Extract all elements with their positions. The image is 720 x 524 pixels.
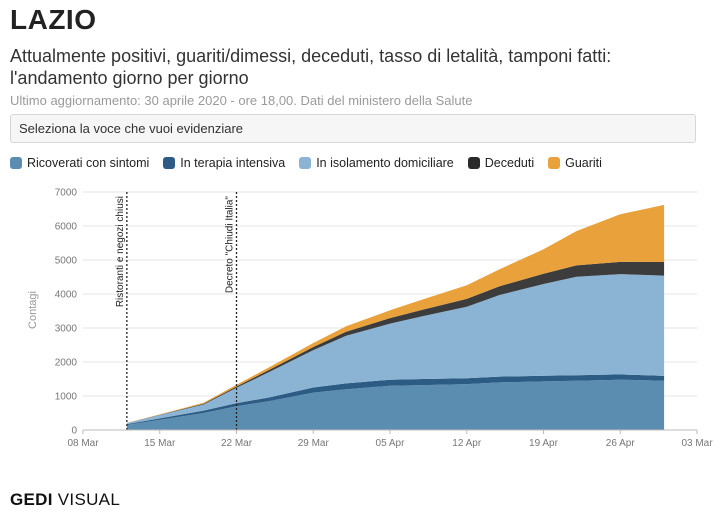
area-isolamento[interactable] (126, 274, 665, 425)
legend-item-terapia-intensiva[interactable]: In terapia intensiva (163, 156, 285, 170)
area-terapia[interactable] (126, 374, 665, 425)
x-tick-label: 29 Mar (298, 438, 330, 449)
area-ricoverati[interactable] (126, 379, 665, 430)
legend-label-guariti: Guariti (565, 156, 602, 170)
y-tick-label: 1000 (55, 392, 78, 403)
x-tick-label: 03 Mar (681, 438, 713, 449)
x-tick-label: 08 Mar (67, 438, 99, 449)
gedi-visual-logo: GEDI VISUAL (10, 490, 120, 510)
y-tick-label: 5000 (55, 256, 78, 267)
x-tick-label: 22 Mar (221, 438, 253, 449)
x-tick-label: 12 Apr (452, 438, 482, 449)
annotation-label-1: Decreto "Chiudi Italia" (225, 196, 236, 294)
legend-label-terapia-intensiva: In terapia intensiva (180, 156, 286, 170)
y-tick-label: 7000 (55, 188, 78, 199)
brand-visual: VISUAL (57, 490, 121, 509)
legend-item-guariti[interactable]: Guariti (548, 156, 602, 170)
legend-item-deceduti[interactable]: Deceduti (467, 156, 535, 170)
legend-label-ricoverati: Ricoverati con sintomi (27, 156, 150, 170)
y-tick-label: 4000 (55, 290, 78, 301)
area-series-group (126, 204, 665, 430)
x-tick-label: 19 Apr (529, 438, 559, 449)
legend-swatch-guariti (548, 157, 561, 169)
annotations-group: Ristoranti e negozi chiusi Decreto "Chiud… (115, 192, 238, 430)
y-axis-label: Contagi (27, 291, 39, 329)
x-tick-label: 15 Mar (144, 438, 176, 449)
chart-subtitle: Attualmente positivi, guariti/dimessi, d… (10, 46, 612, 88)
area-guariti[interactable] (126, 204, 665, 423)
legend-swatch-ricoverati (10, 157, 22, 169)
x-tick-label: 26 Apr (606, 438, 636, 449)
brand-gedi: GEDI (10, 490, 53, 509)
y-tick-label: 6000 (55, 222, 78, 233)
legend-item-ricoverati[interactable]: Ricoverati con sintomi (10, 156, 149, 170)
legend-item-isolamento[interactable]: In isolamento domiciliare (299, 156, 454, 170)
stacked-area-chart: Ristoranti e negozi chiusi Decreto "Chiud… (27, 188, 713, 450)
page-title: LAZIO (10, 4, 97, 35)
legend-label-isolamento: In isolamento domiciliare (316, 156, 454, 170)
legend-swatch-terapia-intensiva (163, 157, 176, 169)
chart-legend: Ricoverati con sintomi In terapia intens… (10, 156, 602, 170)
annotation-label-0: Ristoranti e negozi chiusi (115, 196, 126, 307)
axes-group: 0 1000 2000 3000 4000 5000 6000 7000 08 Mar 15 Ma… (55, 188, 713, 450)
legend-swatch-deceduti (467, 157, 480, 169)
legend-label-deceduti: Deceduti (484, 156, 535, 170)
highlight-select-label: Seleziona la voce che vuoi evidenziare (19, 121, 244, 136)
y-tick-label: 0 (71, 426, 77, 437)
x-tick-label: 05 Apr (376, 438, 406, 449)
highlight-select[interactable]: Seleziona la voce che vuoi evidenziare (10, 114, 696, 143)
y-tick-label: 2000 (55, 358, 78, 369)
last-updated-note: Ultimo aggiornamento: 30 aprile 2020 - o… (10, 93, 473, 108)
legend-swatch-isolamento (299, 157, 312, 169)
y-tick-label: 3000 (55, 324, 78, 335)
